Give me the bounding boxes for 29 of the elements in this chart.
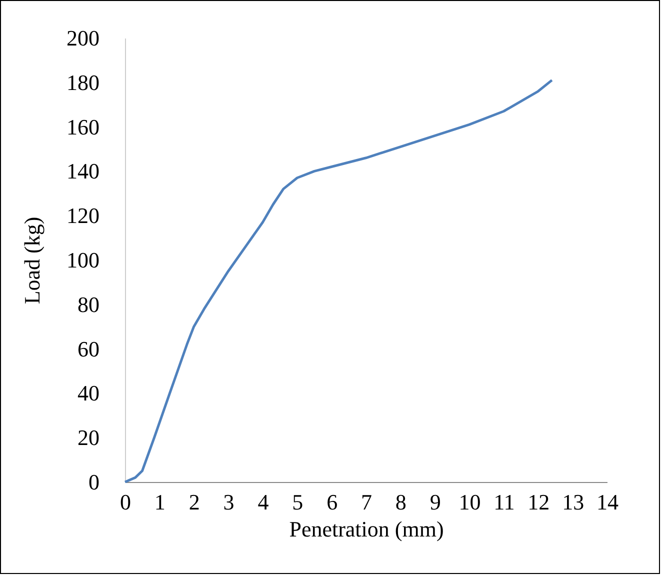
y-tick-label: 40 <box>78 380 100 406</box>
x-tick-label: 12 <box>528 490 550 514</box>
x-tick-label: 10 <box>458 490 481 514</box>
y-tick-label: 20 <box>78 425 100 450</box>
x-tick-label: 4 <box>258 490 269 514</box>
y-tick-label: 80 <box>78 292 100 317</box>
y-tick-label: 180 <box>66 70 100 95</box>
y-tick-label: 60 <box>78 336 100 362</box>
x-tick-label: 6 <box>326 490 338 514</box>
x-tick-label: 1 <box>154 490 166 514</box>
y-tick-label: 140 <box>66 158 100 184</box>
y-tick-label: 120 <box>66 203 100 228</box>
line-series <box>124 78 554 484</box>
x-tick-label: 0 <box>120 490 131 514</box>
x-axis-title: Penetration (mm) <box>289 516 444 542</box>
x-tick-label: 2 <box>188 490 200 514</box>
x-tick-label: 5 <box>292 490 304 514</box>
x-tick-label: 9 <box>430 490 441 514</box>
x-tick-label: 3 <box>223 490 234 514</box>
y-axis-title: Load (kg) <box>20 216 44 304</box>
y-tick-label: 200 <box>66 26 100 50</box>
y-tick-label: 160 <box>66 114 100 140</box>
x-tick-label: 7 <box>361 490 372 514</box>
x-tick-label: 14 <box>596 490 618 514</box>
y-tick-label: 0 <box>88 470 100 494</box>
x-tick-label: 13 <box>562 490 584 514</box>
y-tick-label: 100 <box>66 248 100 272</box>
x-tick-label: 8 <box>395 490 406 514</box>
x-tick-label: 11 <box>494 490 515 514</box>
